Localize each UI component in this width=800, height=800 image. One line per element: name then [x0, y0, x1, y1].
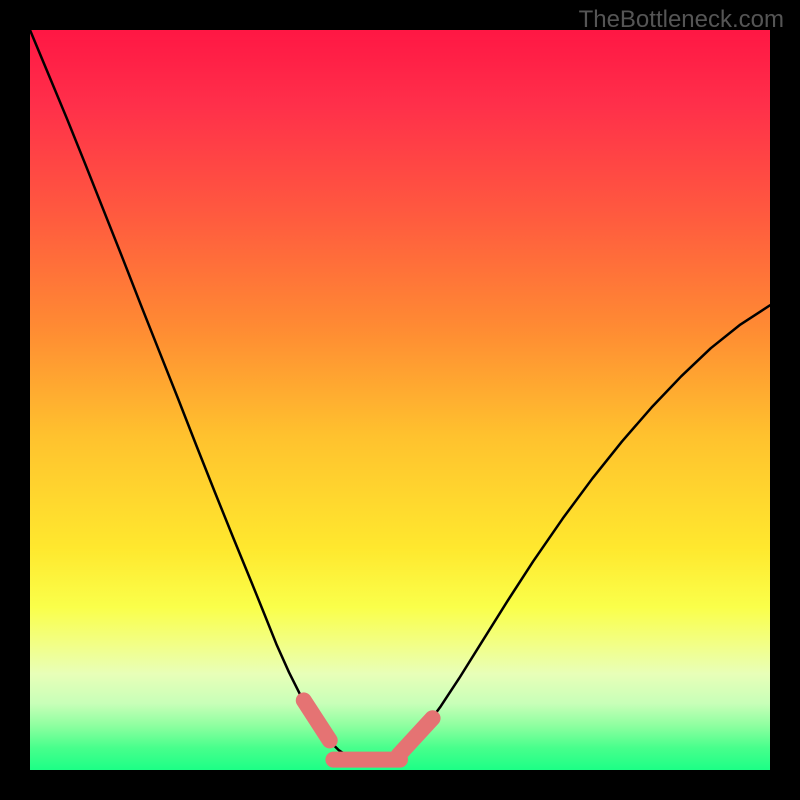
plot-area: [30, 30, 770, 770]
plot-svg: [30, 30, 770, 770]
watermark: TheBottleneck.com: [579, 6, 784, 34]
